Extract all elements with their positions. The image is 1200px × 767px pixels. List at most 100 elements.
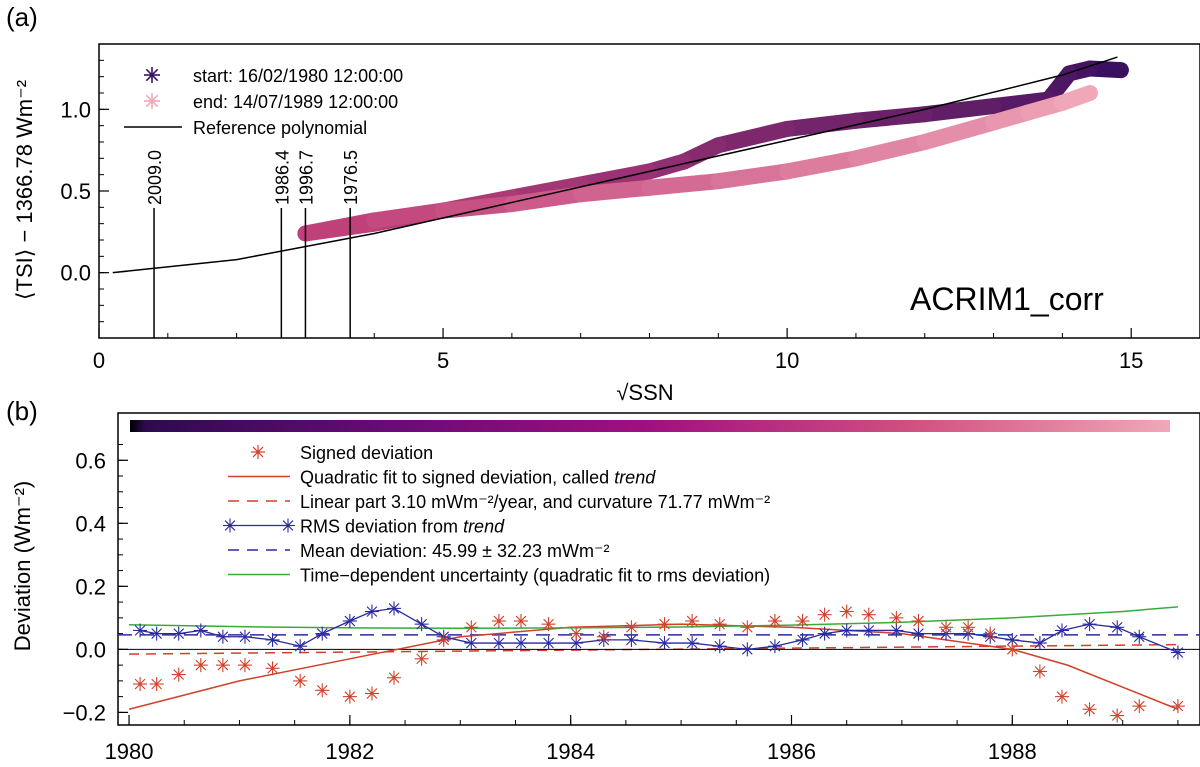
- rms-deviation-point: [342, 614, 357, 628]
- y-tick-label: 0.0: [60, 261, 91, 286]
- legend-label-text: Quadratic fit to signed deviation, calle…: [300, 468, 614, 488]
- rms-deviation-point-stroke: [1172, 647, 1184, 658]
- legend-label-text: Time−dependent uncertainty (quadratic fi…: [300, 566, 770, 586]
- signed-deviation-point-stroke: [151, 678, 162, 690]
- rms-deviation-point-stroke: [714, 640, 726, 652]
- rms-deviation-point: [414, 617, 429, 632]
- rms-deviation-point: [315, 626, 330, 641]
- x-tick-label: 0: [93, 348, 105, 373]
- legend-label: Signed deviation: [300, 443, 433, 463]
- legend-label: Time−dependent uncertainty (quadratic fi…: [300, 566, 770, 586]
- signed-deviation-point-stroke: [173, 669, 185, 680]
- signed-deviation-point-stroke: [239, 659, 251, 671]
- legend-marker: [144, 67, 160, 83]
- trajectory-segment-0: [710, 120, 796, 154]
- signed-deviation-point: [1005, 642, 1020, 657]
- rms-deviation-point: [1110, 620, 1125, 635]
- rms-deviation-point-stroke: [570, 637, 582, 649]
- rms-deviation-point-stroke: [797, 634, 808, 646]
- rms-deviation-point: [491, 636, 506, 651]
- signed-deviation-point: [293, 673, 308, 688]
- y-tick-label: −0.2: [63, 700, 106, 725]
- signed-deviation-point: [513, 614, 528, 628]
- start-marker: [1112, 62, 1129, 79]
- trajectory-segment-0: [779, 112, 864, 137]
- rms-deviation-point: [657, 636, 672, 651]
- curve-quadratic-fit-to-signed-deviation: [128, 623, 1179, 710]
- trajectory-segment-1: [916, 114, 1002, 150]
- panel-a-axes: 0 5 10 15 0.0 0.5 1.0: [60, 59, 1200, 373]
- signed-deviation-point-stroke: [598, 631, 610, 643]
- end-marker-stroke: [1083, 86, 1097, 100]
- rms-deviation-point: [740, 642, 755, 657]
- signed-deviation-point-stroke: [1084, 703, 1095, 715]
- legend-label: Linear part 3.10 mWm⁻²/year, and curvatu…: [300, 492, 770, 512]
- rms-deviation-point-stroke: [891, 625, 902, 636]
- signed-deviation-point: [685, 614, 700, 628]
- vertical-marker-label: 1986.4: [272, 150, 292, 205]
- signed-deviation-point-stroke: [1056, 691, 1068, 702]
- legend-label-text: Signed deviation: [300, 443, 433, 463]
- rms-deviation-point-stroke: [659, 637, 670, 649]
- rms-deviation-point: [541, 636, 556, 651]
- rms-deviation-point-stroke: [741, 644, 753, 655]
- signed-deviation-point: [1110, 708, 1125, 723]
- legend-label-text: RMS deviation from: [300, 517, 463, 537]
- signed-deviation-point: [961, 620, 976, 635]
- rms-deviation-point: [1054, 623, 1069, 638]
- signed-deviation-point: [911, 614, 926, 628]
- signed-deviation-point-stroke: [195, 659, 207, 671]
- vertical-marker-label: 1976.5: [341, 150, 361, 205]
- signed-deviation-point: [712, 617, 727, 632]
- signed-deviation-point: [464, 620, 479, 635]
- signed-deviation-point-stroke: [543, 618, 554, 630]
- signed-deviation-point: [491, 614, 506, 628]
- signed-deviation-point: [436, 632, 451, 647]
- panel-a-y-axis-label: ⟨TSI⟩ − 1366.78 Wm⁻²: [12, 80, 37, 300]
- panel-b-plot-frame: [117, 412, 1200, 726]
- rms-deviation-point: [685, 636, 700, 651]
- trajectory-segment-1: [779, 150, 864, 180]
- signed-deviation-point-stroke: [267, 662, 278, 674]
- signed-deviation-point-stroke: [659, 618, 670, 630]
- rms-deviation-point-stroke: [913, 628, 924, 639]
- signed-deviation-point-stroke: [1111, 710, 1123, 721]
- x-tick-label: 1988: [988, 739, 1037, 764]
- rms-deviation-point-stroke: [819, 628, 830, 639]
- panel-b-axes: 1980 1982 1984 1986 1988 −0.2 0.0 0.2 0.4 0.6: [63, 444, 1179, 764]
- signed-deviation-point-stroke: [714, 618, 726, 630]
- y-tick-label: 0.0: [75, 637, 106, 662]
- end-marker: [1081, 85, 1098, 101]
- trajectory-segment-1: [710, 163, 796, 190]
- signed-deviation-point: [657, 617, 672, 632]
- legend-marker-stroke: [282, 520, 294, 531]
- legend-label-text: Linear part 3.10 mWm⁻²/year, and curvatu…: [300, 492, 770, 512]
- rms-deviation-point: [464, 636, 479, 651]
- panel-a-series: [112, 56, 1129, 274]
- signed-deviation-point-stroke: [416, 653, 427, 665]
- rms-deviation-point-stroke: [151, 628, 162, 639]
- rms-deviation-point-stroke: [267, 634, 278, 646]
- signed-deviation-point: [342, 689, 357, 704]
- rms-deviation-point: [795, 632, 810, 647]
- rms-deviation-point-stroke: [515, 637, 527, 649]
- signed-deviation-point-stroke: [438, 634, 450, 646]
- rms-deviation-point: [1032, 636, 1047, 651]
- rms-deviation-point: [1132, 629, 1147, 644]
- trajectory-segment-1: [641, 173, 727, 196]
- rms-deviation-point-stroke: [863, 625, 875, 636]
- rms-deviation-point: [237, 629, 252, 644]
- rms-deviation-point-stroke: [195, 625, 207, 636]
- trajectory-segment-1: [572, 179, 658, 203]
- panel-b-y-axis-label: Deviation (Wm⁻²): [10, 481, 35, 652]
- start-marker-stroke: [1114, 63, 1128, 77]
- rms-deviation-point: [193, 623, 208, 638]
- legend-marker: [281, 518, 295, 533]
- rms-deviation-point-stroke: [1111, 621, 1123, 633]
- signed-deviation-point-stroke: [984, 628, 996, 639]
- x-tick-label: 1986: [767, 739, 816, 764]
- y-tick-label: 0.4: [75, 511, 106, 536]
- signed-deviation-point: [795, 614, 810, 628]
- y-tick-label: 0.6: [75, 448, 106, 473]
